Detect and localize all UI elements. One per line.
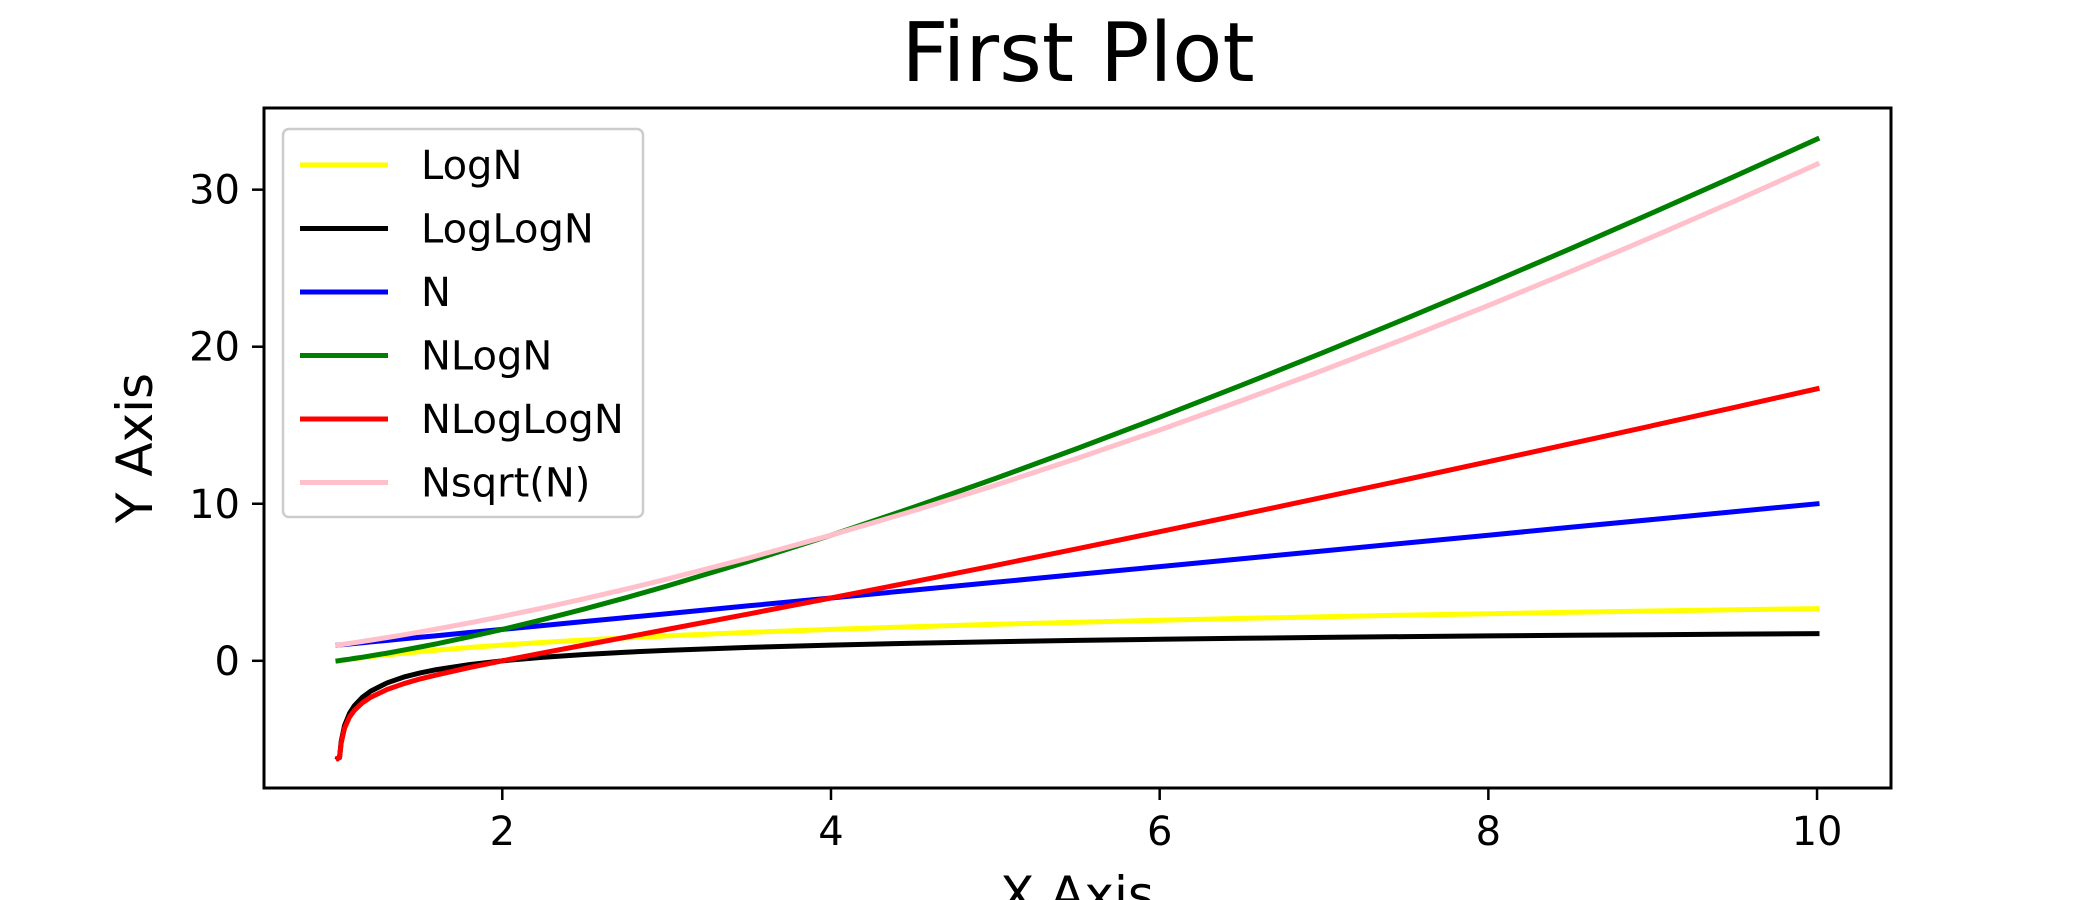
legend-label-0: LogN	[421, 143, 522, 189]
y-tick-label: 10	[189, 482, 240, 528]
chart-title: First Plot	[901, 6, 1254, 101]
plot-frame	[262, 106, 1893, 790]
legend-label-4: NLogLogN	[421, 397, 624, 443]
x-tick-label: 8	[1476, 809, 1501, 855]
legend: LogN LogLogN N NLogN NLogLogN Nsqrt(N)	[281, 127, 645, 519]
series-line-5	[335, 160, 1821, 648]
x-tick-label: 2	[490, 809, 515, 855]
x-axis-label: X Axis	[1000, 866, 1154, 900]
series-line-4	[334, 385, 1820, 762]
x-tick-label: 10	[1792, 809, 1843, 855]
legend-label-3: NLogN	[421, 334, 552, 380]
y-tick-label: 20	[189, 325, 240, 371]
x-tick-label: 6	[1147, 809, 1172, 855]
y-axis: 0 10 20 30	[189, 168, 264, 685]
legend-label-5: Nsqrt(N)	[421, 461, 590, 507]
series-line-3	[335, 135, 1821, 664]
plot-lines	[334, 135, 1821, 762]
y-axis-label: Y Axis	[106, 373, 164, 524]
legend-label-1: LogLogN	[421, 207, 594, 253]
y-tick-label: 0	[215, 639, 240, 685]
x-tick-label: 4	[818, 809, 843, 855]
legend-label-2: N	[421, 270, 451, 316]
x-axis: 2 4 6 8 10	[490, 788, 1843, 855]
y-tick-label: 30	[189, 168, 240, 214]
series-line-1	[334, 631, 1820, 762]
